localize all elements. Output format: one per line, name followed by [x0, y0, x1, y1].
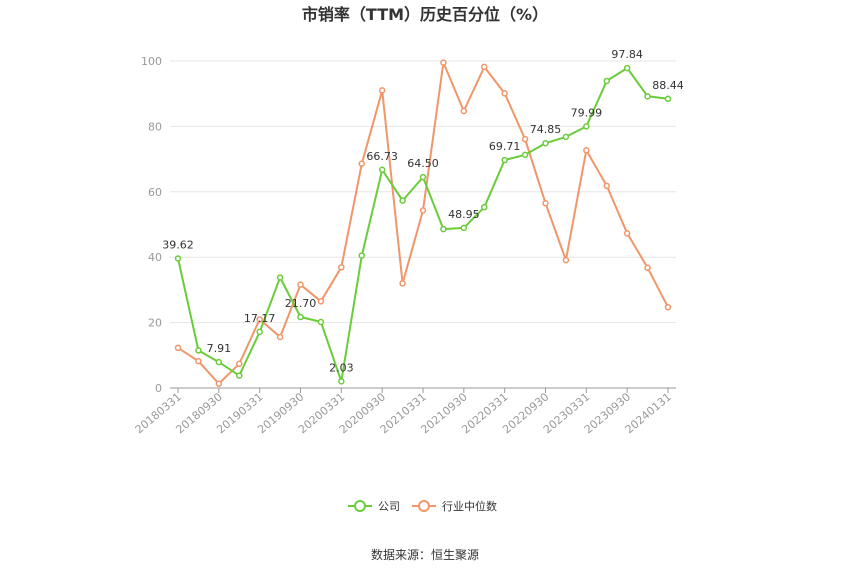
y-axis-ticks: 0 20 40 60 80 100	[141, 55, 162, 395]
data-point	[419, 207, 427, 214]
data-label: 97.84	[611, 48, 643, 61]
data-point	[276, 333, 284, 341]
data-point	[440, 225, 447, 233]
data-point	[174, 255, 182, 262]
data-point	[583, 147, 590, 154]
data-label: 88.44	[652, 79, 684, 92]
data-label: 7.91	[207, 342, 232, 355]
data-point	[460, 224, 468, 232]
data-point	[664, 95, 672, 103]
data-point	[623, 230, 631, 237]
data-label: 21.70	[285, 297, 317, 310]
data-label: 48.95	[448, 208, 480, 221]
legend-label: 公司	[378, 500, 400, 513]
data-label: 69.71	[489, 140, 521, 153]
data-labels: 39.62 7.91 17.17 21.70 2.03 66.73 64.50 48.95 69…	[162, 48, 684, 374]
data-label: 74.85	[530, 123, 562, 136]
data-point	[236, 360, 243, 368]
data-point	[215, 358, 223, 366]
data-point	[399, 197, 406, 204]
data-point	[664, 303, 672, 311]
data-point	[603, 77, 610, 85]
data-point	[297, 313, 304, 321]
data-point	[256, 316, 263, 323]
y-tick-label: 60	[148, 186, 162, 199]
data-point	[481, 63, 488, 71]
data-point	[603, 182, 610, 190]
data-point	[338, 378, 345, 385]
data-point	[358, 160, 365, 167]
grid-lines	[170, 60, 676, 324]
data-point	[174, 344, 182, 352]
legend[interactable]: 公司 行业中位数	[348, 499, 497, 513]
data-point	[623, 64, 631, 72]
data-point	[317, 318, 325, 326]
data-point	[419, 173, 427, 181]
legend-swatch-marker	[354, 500, 366, 512]
data-point	[378, 166, 386, 174]
data-label: 66.73	[366, 150, 398, 163]
data-point	[521, 135, 529, 143]
legend-label: 行业中位数	[442, 499, 497, 513]
data-point	[256, 328, 263, 336]
legend-swatch-marker	[418, 500, 430, 512]
data-point	[338, 264, 345, 271]
data-point	[460, 107, 468, 115]
data-point	[644, 264, 651, 271]
data-point	[521, 151, 529, 159]
y-tick-label: 0	[155, 382, 162, 395]
data-point	[562, 133, 570, 141]
data-point	[195, 357, 202, 365]
data-label: 2.03	[329, 361, 354, 374]
series-points	[174, 59, 672, 387]
data-point	[358, 252, 365, 259]
chart-title: 市销率（TTM）历史百分位（%）	[302, 5, 548, 24]
data-label: 17.17	[244, 312, 276, 325]
data-point	[297, 281, 304, 288]
data-point	[644, 93, 651, 100]
data-label: 39.62	[162, 238, 194, 251]
data-point	[399, 280, 406, 287]
data-point	[501, 156, 508, 164]
data-label: 79.99	[571, 106, 603, 119]
data-point	[317, 298, 325, 305]
y-tick-label: 20	[148, 317, 162, 330]
y-tick-label: 40	[148, 251, 162, 264]
data-label: 64.50	[407, 157, 439, 170]
data-point	[215, 380, 223, 387]
data-point	[501, 90, 508, 97]
data-point	[542, 199, 549, 207]
y-tick-label: 100	[141, 55, 162, 68]
data-point	[481, 203, 488, 211]
source-note: 数据来源：恒生聚源	[371, 547, 479, 562]
x-axis-ticks: 2018033120180930201903312019093020200331…	[133, 388, 674, 436]
data-point	[236, 372, 243, 379]
data-point	[276, 274, 284, 281]
data-point	[195, 347, 202, 354]
data-point	[378, 87, 386, 94]
data-point	[583, 123, 590, 130]
y-tick-label: 80	[148, 120, 162, 133]
data-point	[440, 59, 447, 66]
data-point	[542, 139, 549, 147]
data-point	[562, 256, 570, 264]
